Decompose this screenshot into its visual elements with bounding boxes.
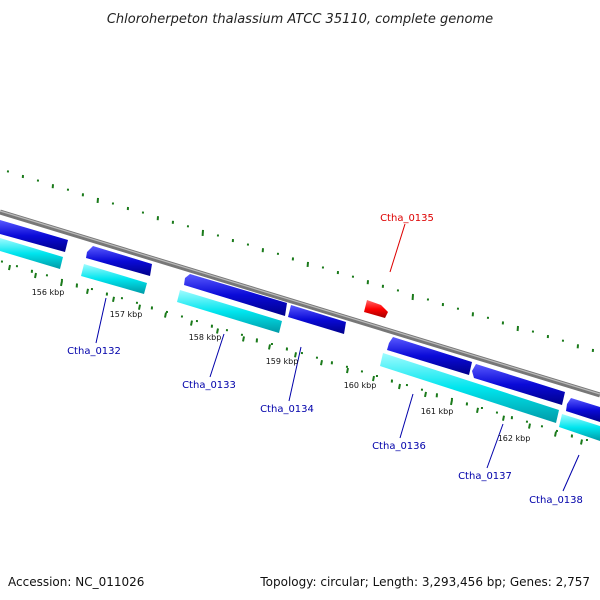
feature-bar[interactable]	[0, 238, 63, 269]
cds-arrow[interactable]	[387, 337, 472, 375]
gene-label-ctha-0135[interactable]: Ctha_0135	[380, 213, 434, 224]
cds-arrow[interactable]	[288, 305, 346, 334]
gene-label-ctha-0136[interactable]: Ctha_0136	[372, 441, 426, 452]
callout-line	[288, 346, 302, 402]
feature-bar[interactable]	[559, 414, 600, 441]
gene-label-ctha-0137[interactable]: Ctha_0137	[458, 471, 512, 482]
scale-tick	[112, 296, 115, 302]
callout-line	[209, 333, 225, 378]
scale-labels: 156 kbp 157 kbp 158 kbp 159 kbp 160 kbp …	[32, 288, 531, 443]
scale-tick	[398, 383, 401, 390]
inner-dotted-track	[0, 260, 588, 442]
scale-tick	[528, 423, 531, 429]
genome-backbone-highlight	[0, 210, 600, 395]
gene-labels: Ctha_0132 Ctha_0133 Ctha_0134 Ctha_0135 …	[67, 213, 583, 506]
scale-tick	[242, 336, 245, 342]
scale-tick	[372, 375, 375, 382]
map-title: Chloroherpeton thalassium ATCC 35110, co…	[107, 12, 493, 27]
scale-tick	[268, 344, 271, 350]
callout-line	[399, 393, 414, 439]
scale-label: 157 kbp	[110, 310, 143, 319]
cds-arrows	[0, 220, 600, 422]
cds-arrow-highlighted[interactable]	[364, 300, 388, 318]
scale-label: 158 kbp	[189, 333, 222, 342]
scale-tick	[86, 288, 89, 294]
scale-label: 160 kbp	[344, 381, 377, 390]
scale-tick	[164, 312, 167, 318]
scale-tick	[346, 367, 349, 374]
callout-line	[95, 297, 107, 344]
cds-arrow[interactable]	[566, 398, 600, 422]
scale-tick	[502, 415, 505, 421]
callout-line	[389, 223, 406, 273]
scale-tick	[320, 360, 323, 366]
cds-arrow[interactable]	[86, 246, 152, 276]
cds-arrow[interactable]	[184, 274, 287, 316]
feature-bars	[0, 238, 600, 441]
scale-tick	[216, 328, 219, 334]
gene-label-ctha-0133[interactable]: Ctha_0133	[182, 380, 236, 391]
scale-tick	[554, 431, 557, 437]
scale-tick	[8, 264, 11, 271]
scale-tick	[190, 320, 193, 326]
scale-tick	[34, 272, 37, 279]
cds-arrow[interactable]	[472, 364, 565, 405]
scale-label: 159 kbp	[266, 357, 299, 366]
scale-tick	[424, 391, 427, 398]
scale-ticks	[8, 264, 583, 445]
gene-label-ctha-0134[interactable]: Ctha_0134	[260, 404, 314, 415]
feature-bar[interactable]	[177, 290, 282, 333]
feature-bar[interactable]	[380, 353, 559, 423]
gc-content-track	[6, 170, 594, 352]
gene-label-ctha-0138[interactable]: Ctha_0138	[529, 495, 583, 506]
scale-label: 156 kbp	[32, 288, 65, 297]
genome-backbone	[0, 209, 600, 398]
genome-summary: Topology: circular; Length: 3,293,456 bp…	[259, 575, 590, 589]
scale-label: 161 kbp	[421, 407, 454, 416]
gene-label-ctha-0132[interactable]: Ctha_0132	[67, 346, 121, 357]
scale-tick	[476, 407, 479, 413]
scale-tick	[580, 439, 583, 445]
feature-bar[interactable]	[81, 264, 147, 294]
scale-tick	[60, 280, 63, 287]
scale-label: 162 kbp	[498, 434, 531, 443]
scale-tick	[294, 352, 297, 358]
scale-tick	[450, 399, 453, 406]
accession-label: Accession: NC_011026	[8, 575, 144, 589]
gene-callouts	[95, 223, 580, 492]
callout-line	[562, 454, 580, 492]
scale-tick	[138, 304, 141, 310]
cds-arrow[interactable]	[0, 220, 68, 252]
callout-line	[486, 423, 504, 469]
